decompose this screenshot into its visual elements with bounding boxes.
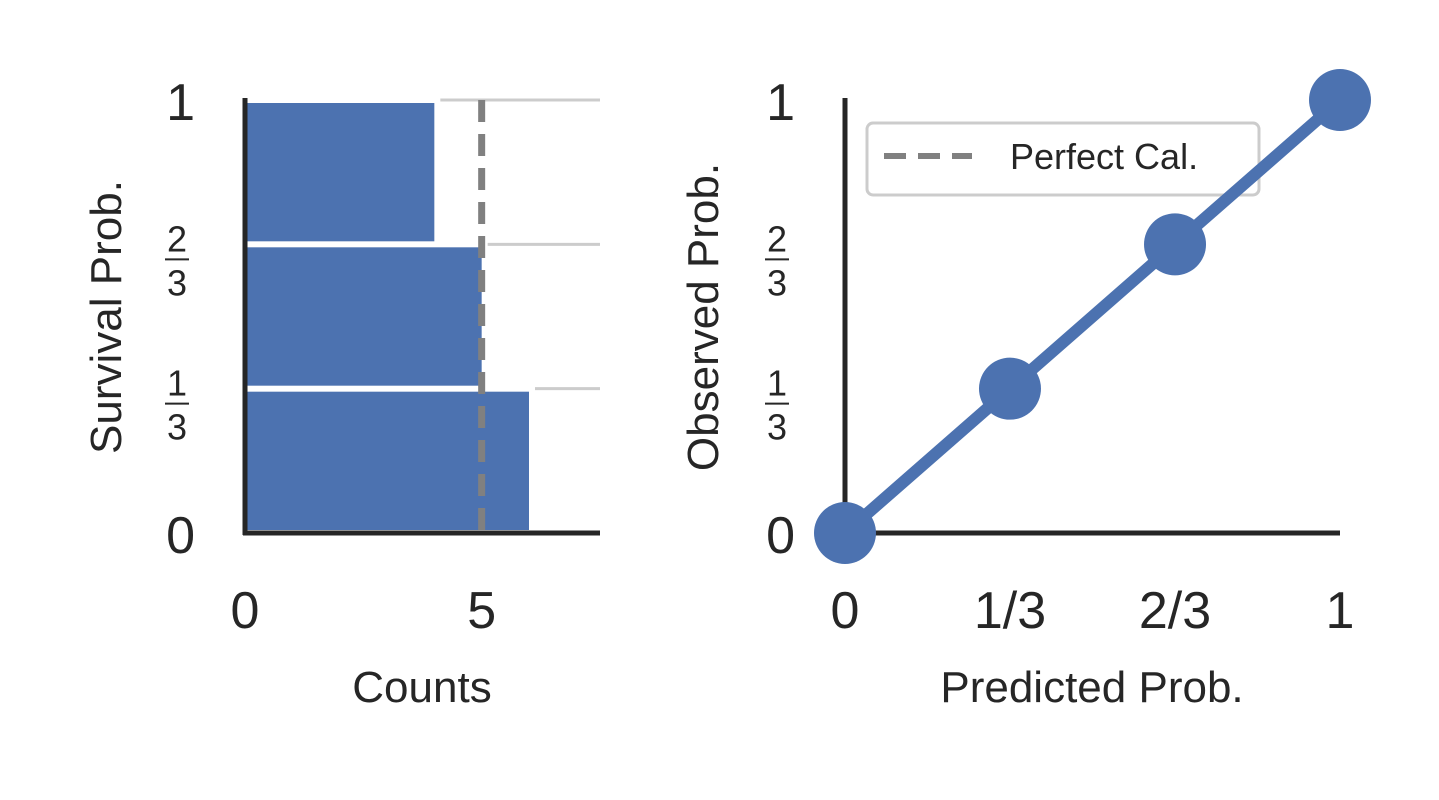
y-tick-fraction: 23	[165, 218, 189, 303]
y-tick-fraction-denominator: 3	[767, 407, 787, 448]
x-tick-label: 5	[467, 582, 496, 640]
y-tick-fraction-denominator: 3	[767, 262, 787, 303]
y-axis-title: Survival Prob.	[82, 180, 131, 454]
y-tick-label: 1	[766, 74, 795, 132]
y-tick-fraction-numerator: 1	[167, 363, 187, 404]
legend-box	[865, 121, 1261, 197]
calibration-point	[1144, 213, 1207, 276]
calibration-point	[978, 357, 1041, 420]
x-tick-label: 0	[231, 582, 260, 640]
y-tick-fraction-numerator: 2	[167, 218, 187, 259]
x-tick-label: 1/3	[974, 582, 1046, 640]
x-axis-title: Counts	[352, 663, 491, 712]
x-tick-label: 1	[1326, 582, 1355, 640]
y-tick-fraction-denominator: 3	[167, 407, 187, 448]
histogram-bar	[245, 247, 482, 386]
y-tick-fraction: 23	[765, 218, 789, 303]
y-tick-fraction-numerator: 2	[767, 218, 787, 259]
histogram-bar	[245, 103, 435, 242]
histogram-bar	[245, 391, 529, 530]
x-axis-title: Predicted Prob.	[940, 663, 1243, 712]
calibration-point	[1309, 69, 1371, 131]
y-tick-label: 1	[166, 74, 195, 132]
y-tick-fraction: 13	[765, 363, 789, 448]
y-tick-fraction-numerator: 1	[767, 363, 787, 404]
legend: Perfect Cal.	[865, 121, 1261, 197]
y-axis-title: Observed Prob.	[679, 163, 728, 471]
y-tick-fraction-denominator: 3	[167, 262, 187, 303]
legend-label: Perfect Cal.	[1010, 136, 1198, 177]
x-tick-label: 0	[831, 582, 860, 640]
calibration-point	[814, 502, 876, 564]
y-tick-label: 0	[766, 507, 795, 565]
y-tick-label: 0	[166, 507, 195, 565]
y-tick-fraction: 13	[165, 363, 189, 448]
x-tick-label: 2/3	[1139, 582, 1211, 640]
calibration-line	[841, 95, 1344, 538]
